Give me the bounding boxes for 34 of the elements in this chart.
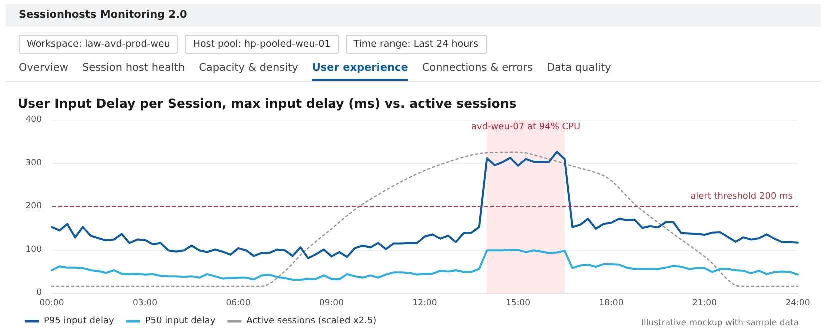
text: Overview (19, 62, 68, 76)
legend-label: P95 input delay (44, 316, 116, 326)
text: User experience (312, 62, 408, 81)
line-series (51, 151, 799, 260)
x-tick-label: 21:00 (692, 298, 717, 308)
text: Data quality (546, 62, 612, 76)
chart-title: User Input Delay per Session, max input delay (ms) vs. active sessions (18, 96, 517, 111)
band-label: avd-weu-07 at 94% CPU (471, 122, 581, 132)
text: Capacity & density (199, 62, 298, 76)
text: Session host health (82, 62, 186, 76)
y-tick-label: 0 (36, 288, 42, 298)
legend-label: P50 input delay (145, 316, 216, 326)
x-tick-label: 06:00 (226, 298, 251, 308)
x-tick-label: 15:00 (506, 298, 530, 308)
y-tick-label: 300 (26, 158, 42, 168)
text: Time range: Last 24 hours (346, 35, 486, 54)
text: Sessionhosts Monitoring 2.0 (6, 4, 821, 27)
text: Workspace: law-avd-prod-weu (19, 35, 178, 54)
line-series (51, 152, 799, 288)
x-tick-label: 09:00 (320, 298, 344, 308)
y-tick-label: 200 (26, 202, 42, 212)
x-tick-label: 24:00 (786, 298, 810, 308)
text: Host pool: hp-pooled-weu-01 (185, 35, 339, 54)
text: Illustrative mockup with sample data (641, 318, 800, 328)
ref-line-label: alert threshold 200 ms (690, 192, 794, 202)
line-series (51, 249, 799, 282)
y-tick-label: 100 (26, 244, 42, 255)
text: Connections & errors (422, 62, 533, 76)
x-tick-label: 00:00 (40, 298, 64, 308)
y-tick-label: 400 (26, 115, 42, 125)
x-tick-label: 12:00 (412, 298, 438, 308)
legend-label: Active sessions (scaled x2.5) (246, 316, 377, 326)
x-tick-label: 03:00 (133, 298, 158, 308)
x-tick-label: 18:00 (599, 298, 624, 308)
